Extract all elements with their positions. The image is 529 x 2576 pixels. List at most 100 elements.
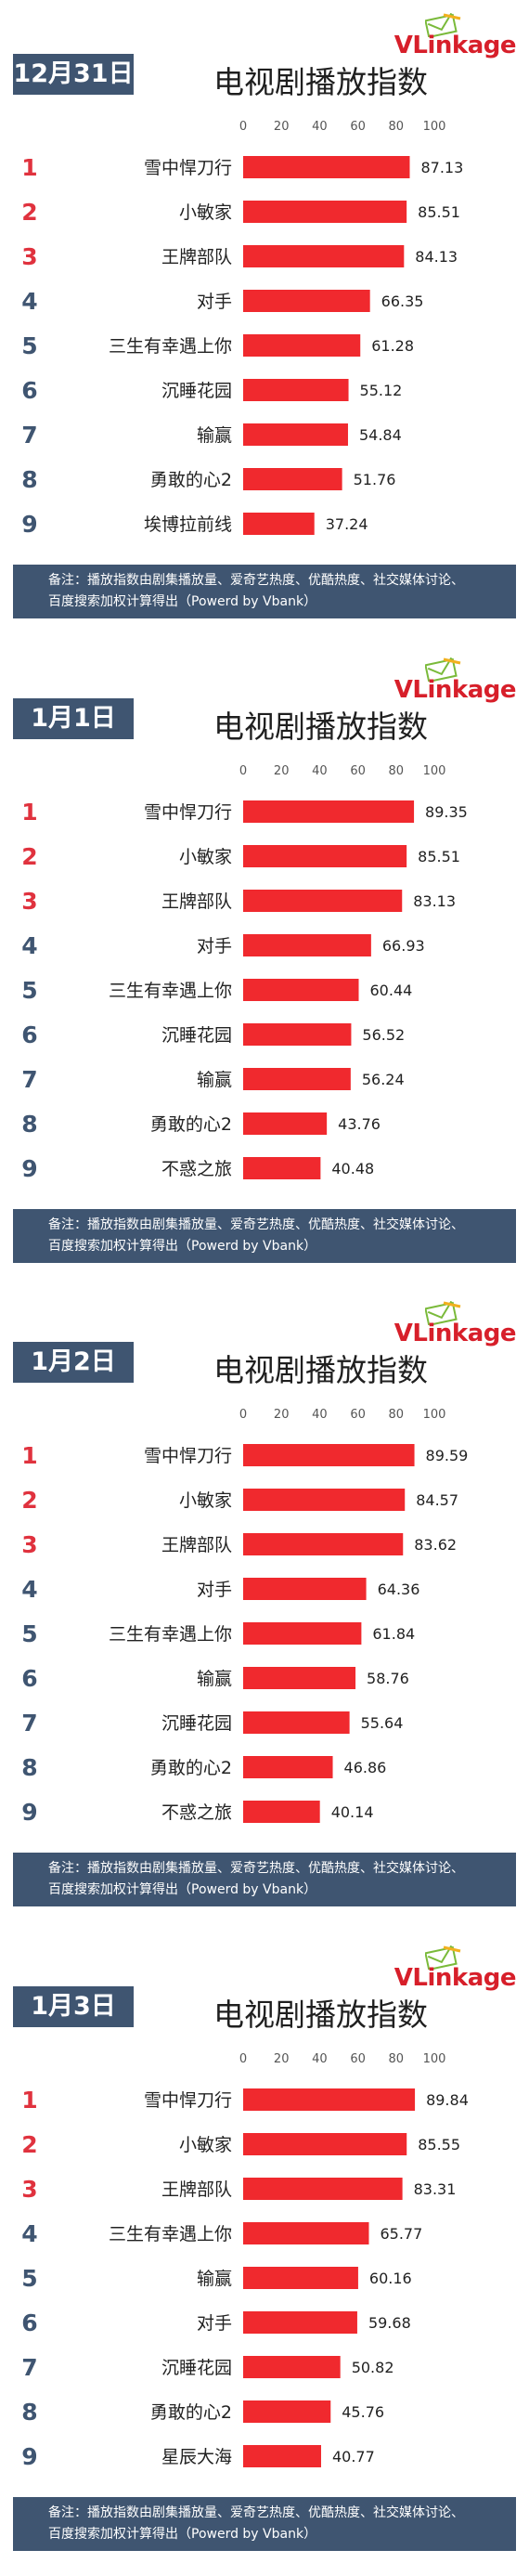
vlinkage-logo: VLinkage bbox=[386, 1301, 516, 1347]
bar bbox=[243, 933, 371, 956]
bar bbox=[243, 1578, 367, 1600]
rank-label: 3 bbox=[21, 888, 37, 915]
x-tick-label: 80 bbox=[389, 764, 405, 778]
bar bbox=[243, 1067, 351, 1090]
rank-label: 7 bbox=[21, 2354, 37, 2381]
x-tick-label: 60 bbox=[350, 1408, 366, 1422]
category-label: 星辰大海 bbox=[161, 2447, 232, 2467]
value-label: 89.84 bbox=[426, 2091, 469, 2109]
rank-label: 2 bbox=[21, 2131, 37, 2158]
x-tick-label: 0 bbox=[239, 120, 247, 134]
note-line-2: 百度搜索加权计算得出（Powerd by Vbank） bbox=[48, 594, 317, 609]
bar bbox=[243, 1489, 406, 1511]
logo-text: VLinkage bbox=[394, 1963, 517, 1992]
value-label: 64.36 bbox=[378, 1581, 420, 1598]
logo-envelope-icon bbox=[425, 13, 461, 37]
rank-label: 2 bbox=[21, 843, 37, 870]
bar bbox=[243, 2221, 369, 2244]
category-label: 小敏家 bbox=[179, 2135, 232, 2155]
value-label: 55.64 bbox=[361, 1714, 404, 1732]
date-badge: 1月1日 bbox=[13, 697, 134, 739]
bar bbox=[243, 1444, 415, 1466]
bar bbox=[243, 2310, 357, 2334]
bar-chart: 0 20 40 60 80 100 1 雪中悍刀行 89.84 2 小敏家 85.55 3 王牌部队 83.… bbox=[14, 2052, 469, 2490]
value-label: 61.28 bbox=[371, 337, 414, 355]
note-line-2: 百度搜索加权计算得出（Powerd by Vbank） bbox=[48, 1882, 317, 1897]
category-label: 对手 bbox=[197, 292, 232, 312]
logo-v: V bbox=[394, 32, 413, 59]
note-banner: 备注：播放指数由剧集播放量、爱奇艺热度、优酷热度、社交媒体讨论、 百度搜索加权计算… bbox=[13, 1208, 516, 1263]
bar bbox=[243, 201, 407, 223]
rank-label: 7 bbox=[21, 1066, 37, 1093]
x-tick-label: 20 bbox=[274, 2052, 290, 2066]
bar-chart: 0 20 40 60 80 100 1 雪中悍刀行 89.59 2 小敏家 84.57 3 王牌部队 83.… bbox=[14, 1408, 469, 1845]
rank-label: 1 bbox=[21, 154, 37, 181]
logo-v: V bbox=[394, 1320, 413, 1347]
value-label: 56.24 bbox=[362, 1071, 405, 1088]
category-label: 雪中悍刀行 bbox=[144, 1446, 232, 1466]
category-label: 沉睡花园 bbox=[161, 1025, 232, 1046]
logo-text: VLinkage bbox=[394, 675, 517, 704]
note-line-1: 备注：播放指数由剧集播放量、爱奇艺热度、优酷热度、社交媒体讨论、 bbox=[48, 2504, 464, 2520]
rank-label: 5 bbox=[21, 2265, 37, 2292]
category-label: 勇敢的心2 bbox=[150, 1114, 232, 1135]
rank-label: 5 bbox=[21, 1620, 37, 1647]
rank-label: 2 bbox=[21, 199, 37, 226]
chart-title: 电视剧播放指数 bbox=[213, 1996, 428, 2033]
rank-label: 5 bbox=[21, 977, 37, 1004]
x-tick-label: 60 bbox=[350, 2052, 366, 2066]
x-tick-label: 40 bbox=[312, 1408, 328, 1422]
x-tick-label: 80 bbox=[389, 1408, 405, 1422]
rank-label: 6 bbox=[21, 2309, 37, 2336]
x-tick-label: 100 bbox=[423, 1408, 446, 1422]
bar bbox=[243, 2444, 321, 2467]
value-label: 46.86 bbox=[344, 1759, 387, 1776]
x-tick-label: 0 bbox=[239, 764, 247, 778]
category-label: 雪中悍刀行 bbox=[144, 158, 232, 178]
rank-label: 8 bbox=[21, 466, 37, 493]
bar bbox=[243, 423, 348, 446]
bar-chart: 0 20 40 60 80 100 1 雪中悍刀行 89.35 2 小敏家 85.51 3 王牌部队 83.… bbox=[14, 764, 468, 1202]
value-label: 40.77 bbox=[332, 2448, 375, 2465]
category-label: 三生有幸遇上你 bbox=[109, 981, 232, 1001]
rank-label: 7 bbox=[21, 422, 37, 449]
value-label: 61.84 bbox=[372, 1625, 415, 1643]
category-label: 勇敢的心2 bbox=[150, 470, 232, 490]
rank-label: 1 bbox=[21, 799, 37, 826]
value-label: 85.51 bbox=[418, 848, 460, 865]
note-line-1: 备注：播放指数由剧集播放量、爱奇艺热度、优酷热度、社交媒体讨论、 bbox=[48, 1216, 464, 1232]
bar bbox=[243, 1667, 356, 1689]
category-label: 对手 bbox=[197, 2313, 232, 2334]
category-label: 王牌部队 bbox=[161, 1535, 232, 1555]
category-label: 三生有幸遇上你 bbox=[109, 2224, 232, 2244]
value-label: 59.68 bbox=[368, 2314, 411, 2332]
x-tick-label: 100 bbox=[423, 764, 446, 778]
category-label: 输赢 bbox=[197, 1070, 232, 1090]
value-label: 55.12 bbox=[360, 382, 403, 399]
x-tick-label: 60 bbox=[350, 764, 366, 778]
value-label: 60.44 bbox=[370, 982, 413, 999]
bar bbox=[243, 2355, 341, 2378]
x-tick-label: 80 bbox=[389, 120, 405, 134]
category-label: 沉睡花园 bbox=[161, 2358, 232, 2378]
bar bbox=[243, 1622, 362, 1645]
rank-label: 3 bbox=[21, 1531, 37, 1558]
logo-rest: Linkage bbox=[412, 1963, 516, 1992]
bar bbox=[243, 379, 349, 401]
bar bbox=[243, 1156, 321, 1179]
bar bbox=[243, 513, 315, 535]
note-line-1: 备注：播放指数由剧集播放量、爱奇艺热度、优酷热度、社交媒体讨论、 bbox=[48, 1861, 464, 1876]
logo-envelope-icon bbox=[425, 1301, 461, 1325]
category-label: 小敏家 bbox=[179, 202, 232, 223]
bar bbox=[243, 2088, 416, 2111]
rank-label: 1 bbox=[21, 1442, 37, 1469]
note-line-2: 百度搜索加权计算得出（Powerd by Vbank） bbox=[48, 1238, 317, 1254]
rank-label: 9 bbox=[21, 511, 37, 538]
logo-v: V bbox=[394, 675, 413, 704]
value-label: 58.76 bbox=[367, 1670, 409, 1687]
vlinkage-logo: VLinkage bbox=[386, 13, 516, 59]
bar bbox=[243, 334, 361, 357]
x-tick-label: 40 bbox=[312, 764, 328, 778]
rank-label: 8 bbox=[21, 1754, 37, 1781]
bar bbox=[243, 1022, 352, 1046]
